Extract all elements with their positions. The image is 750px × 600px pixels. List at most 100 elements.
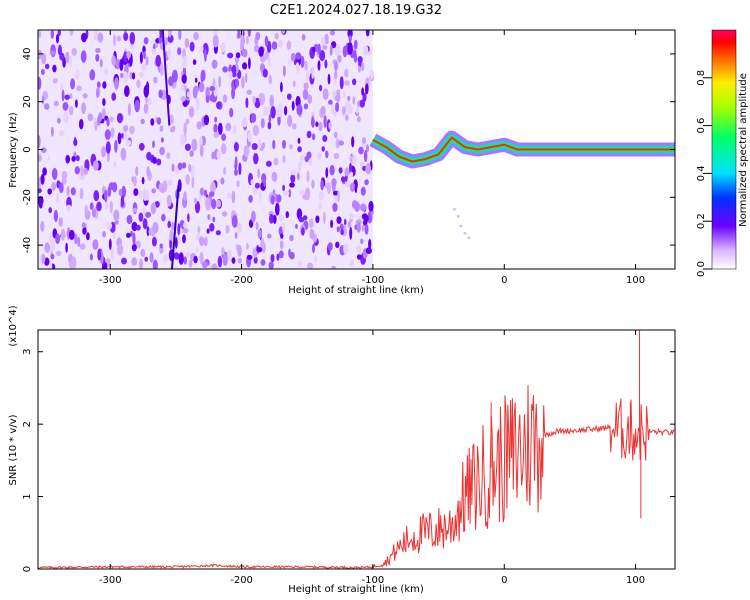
noise-blob xyxy=(322,135,328,142)
noise-blob xyxy=(185,251,191,257)
noise-blob xyxy=(139,71,144,79)
noise-blob xyxy=(296,208,303,220)
noise-blob xyxy=(155,54,161,67)
noise-blob xyxy=(160,137,164,143)
noise-blob xyxy=(48,207,52,214)
noise-blob xyxy=(81,222,86,229)
noise-blob xyxy=(94,121,98,131)
noise-blob xyxy=(127,103,131,116)
noise-blob xyxy=(177,162,183,171)
noise-blob xyxy=(168,76,174,87)
noise-blob xyxy=(182,234,186,244)
noise-blob xyxy=(320,37,326,46)
noise-blob xyxy=(70,78,76,90)
noise-blob xyxy=(189,150,194,157)
noise-blob xyxy=(113,209,120,222)
noise-blob xyxy=(290,173,296,183)
noise-blob xyxy=(38,181,41,189)
noise-blob xyxy=(51,126,54,137)
colorbar-tick-label: 0.0 xyxy=(696,261,707,277)
noise-blob xyxy=(161,213,166,222)
noise-blob xyxy=(286,93,292,100)
noise-blob xyxy=(53,209,59,222)
noise-blob xyxy=(311,179,315,189)
noise-blob xyxy=(82,93,88,99)
noise-blob xyxy=(139,258,143,269)
noise-blob xyxy=(133,176,137,187)
noise-blob xyxy=(75,70,80,80)
noise-blob xyxy=(212,216,216,223)
noise-blob xyxy=(252,124,259,137)
noise-blob xyxy=(63,110,69,124)
noise-blob xyxy=(338,167,343,174)
noise-blob xyxy=(365,162,372,175)
noise-blob xyxy=(359,99,365,108)
noise-blob xyxy=(144,256,148,262)
noise-blob xyxy=(295,223,298,229)
noise-blob xyxy=(349,162,352,173)
noise-blob xyxy=(246,254,253,260)
noise-blob xyxy=(62,102,69,111)
noise-blob xyxy=(306,130,312,139)
noise-blob xyxy=(152,140,155,149)
noise-blob xyxy=(114,77,119,90)
noise-blob xyxy=(132,232,136,246)
noise-blob xyxy=(108,182,115,191)
noise-blob xyxy=(121,257,127,265)
x-tick-label: 100 xyxy=(626,575,645,586)
noise-blob xyxy=(169,229,174,241)
noise-blob xyxy=(317,152,322,160)
noise-blob xyxy=(319,50,326,62)
noise-blob xyxy=(135,224,141,231)
noise-blob xyxy=(231,257,236,264)
noise-blob xyxy=(292,123,297,130)
noise-blob xyxy=(97,32,104,43)
noise-streak xyxy=(170,185,180,269)
noise-blob xyxy=(355,105,359,115)
noise-blob xyxy=(183,222,188,229)
noise-blob xyxy=(106,222,113,230)
noise-blob xyxy=(349,213,355,220)
noise-blob xyxy=(134,99,140,113)
noise-blob xyxy=(220,42,226,53)
noise-blob xyxy=(238,162,242,176)
noise-blob xyxy=(295,52,302,60)
noise-blob xyxy=(309,228,315,239)
noise-blob xyxy=(73,136,77,147)
noise-blob xyxy=(49,50,56,56)
y-tick-label: 20 xyxy=(22,95,33,108)
noise-blob xyxy=(145,56,149,66)
noise-blob xyxy=(336,226,340,233)
noise-blob xyxy=(335,241,340,248)
noise-blob xyxy=(256,247,263,253)
noise-blob xyxy=(195,246,199,253)
noise-blob xyxy=(262,106,269,117)
noise-blob xyxy=(116,35,122,42)
colorbar-tick-label: 0.4 xyxy=(696,165,707,181)
noise-blob xyxy=(125,232,131,238)
noise-blob xyxy=(145,96,149,104)
noise-blob xyxy=(121,131,128,141)
noise-blob xyxy=(216,150,221,160)
noise-blob xyxy=(288,144,293,150)
noise-blob xyxy=(242,62,248,70)
signal-speck xyxy=(463,231,467,235)
noise-blob xyxy=(321,146,325,152)
noise-blob xyxy=(335,102,340,113)
noise-blob xyxy=(361,224,365,232)
noise-blob xyxy=(356,254,362,260)
noise-blob xyxy=(317,43,321,55)
noise-blob xyxy=(289,182,295,188)
noise-blob xyxy=(317,60,321,71)
noise-blob xyxy=(58,182,64,194)
noise-blob xyxy=(361,213,368,220)
noise-blob xyxy=(263,180,267,188)
noise-blob xyxy=(96,201,102,212)
noise-blob xyxy=(199,144,204,157)
noise-blob xyxy=(365,247,372,254)
noise-blob xyxy=(324,59,328,69)
x-tick-label: -300 xyxy=(99,275,122,286)
noise-blob xyxy=(368,238,372,250)
noise-blob xyxy=(80,165,84,177)
x-tick-label: -300 xyxy=(99,575,122,586)
